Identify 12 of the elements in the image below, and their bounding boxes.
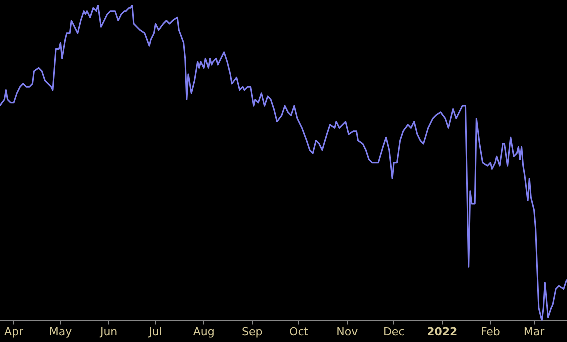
x-tick-label: May — [49, 325, 73, 338]
x-tick-label: Nov — [336, 325, 359, 338]
x-tick-label: 2022 — [427, 325, 458, 338]
x-tick-label: Dec — [383, 325, 405, 338]
x-tick-label: Apr — [4, 325, 24, 338]
x-tick-label: Sep — [242, 325, 263, 338]
x-tick-label: Jul — [148, 325, 162, 338]
x-tick-label: Aug — [193, 325, 215, 338]
x-tick-label: Oct — [290, 325, 310, 338]
x-tick-label: Mar — [524, 325, 546, 338]
x-tick-label: Jun — [99, 325, 118, 338]
x-tick-label: Feb — [480, 325, 500, 338]
